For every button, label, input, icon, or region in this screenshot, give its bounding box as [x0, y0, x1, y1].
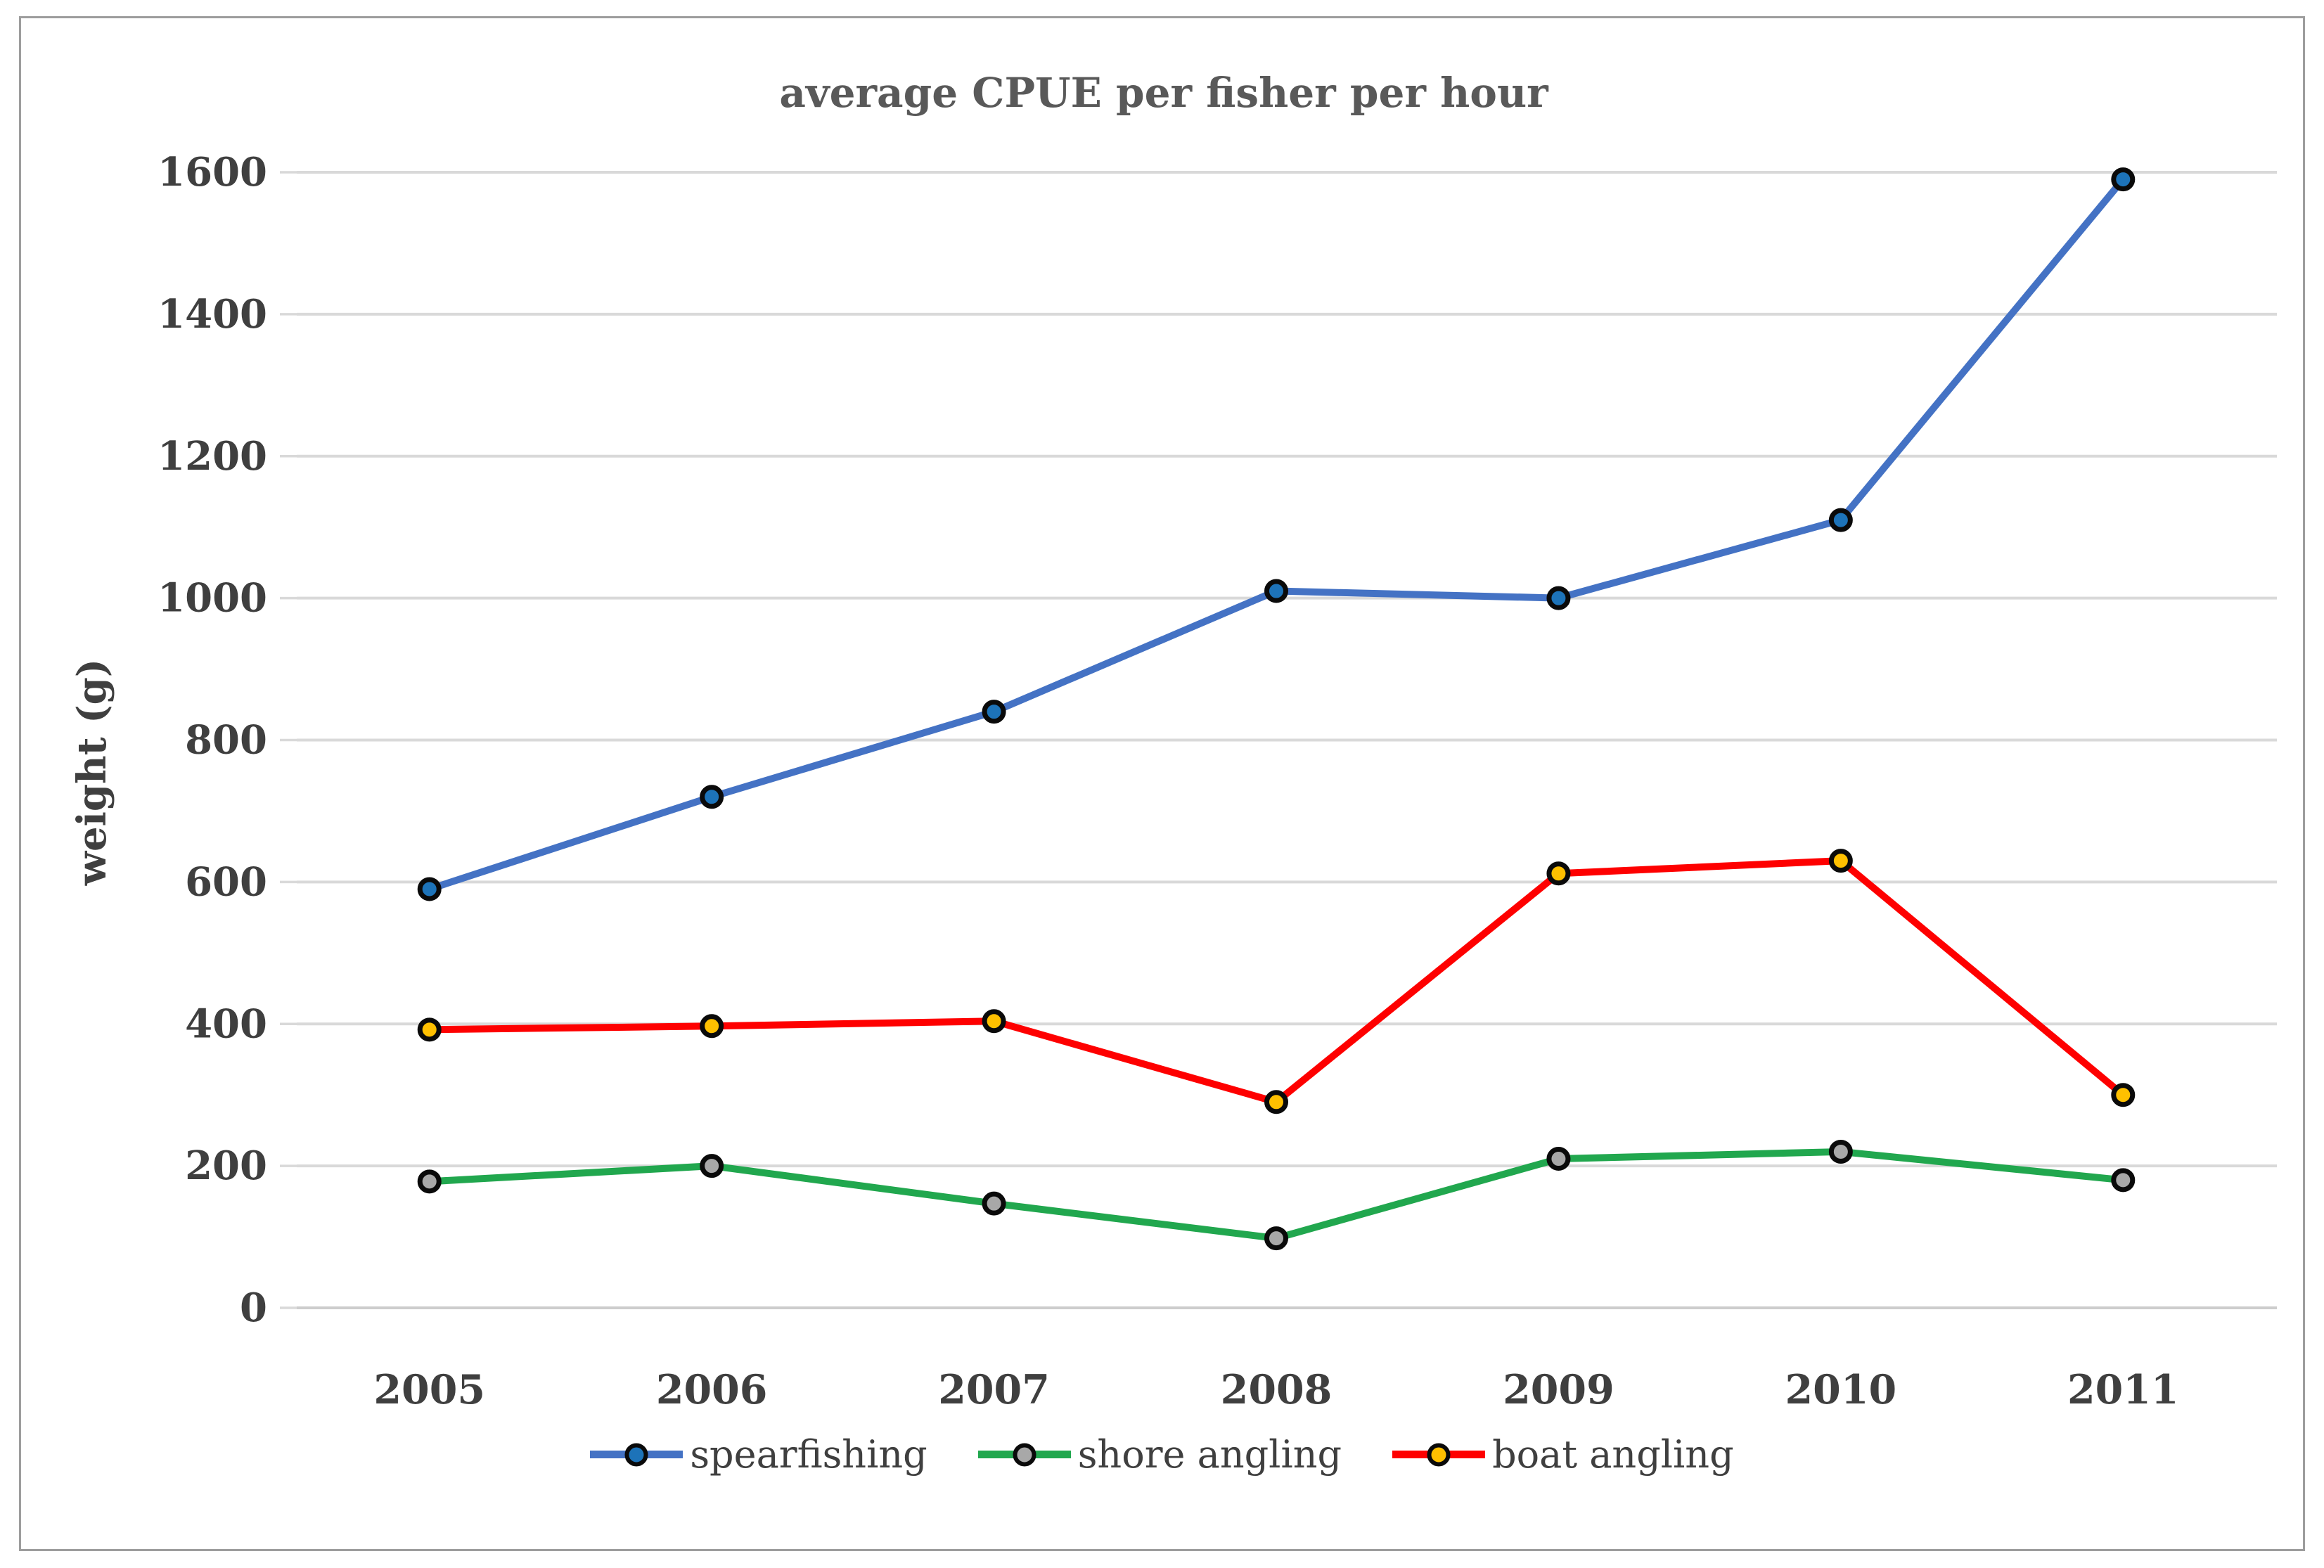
- data-point-boat-angling-2009: [1546, 861, 1571, 886]
- data-point-shore-angling-2007: [982, 1191, 1006, 1216]
- legend-marker-icon: [624, 1443, 648, 1467]
- legend-swatch-shore-angling: [977, 1441, 1071, 1469]
- data-point-spearfishing-2005: [417, 877, 442, 901]
- series-line-boat-angling: [425, 857, 2127, 1106]
- x-tick-label: 2008: [1221, 1366, 1333, 1413]
- chart-frame: [19, 16, 2305, 1551]
- legend-item-shore-angling: shore angling: [977, 1432, 1342, 1477]
- data-point-boat-angling-2005: [417, 1017, 442, 1042]
- data-point-boat-angling-2007: [982, 1009, 1006, 1034]
- y-tick-label: 1000: [158, 575, 267, 622]
- series-line-spearfishing: [425, 176, 2127, 893]
- x-tick-label: 2006: [656, 1366, 768, 1413]
- axis-labels: 0 200 400 600 800 1000 1200 1400 1600 2005 2006 200…: [158, 149, 2178, 1413]
- data-point-shore-angling-2006: [700, 1154, 724, 1178]
- legend-marker-icon: [1013, 1443, 1036, 1467]
- y-tick-label: 600: [185, 859, 267, 905]
- y-tick-label: 1200: [158, 433, 267, 480]
- x-tick-label: 2005: [373, 1366, 485, 1413]
- legend-label: boat angling: [1492, 1432, 1734, 1477]
- data-point-shore-angling-2008: [1264, 1226, 1288, 1251]
- legend-label: spearfishing: [690, 1432, 927, 1477]
- x-tick-label: 2009: [1503, 1366, 1614, 1413]
- data-point-spearfishing-2007: [982, 700, 1006, 724]
- y-tick-label: 400: [185, 1001, 267, 1047]
- y-axis-title: weight (g): [69, 659, 115, 887]
- legend-swatch-boat-angling: [1392, 1441, 1486, 1469]
- legend-label: shore angling: [1077, 1432, 1342, 1477]
- data-point-shore-angling-2009: [1546, 1147, 1571, 1171]
- data-point-shore-angling-2010: [1828, 1139, 1853, 1164]
- data-point-spearfishing-2009: [1546, 586, 1571, 610]
- x-tick-label: 2007: [938, 1366, 1050, 1413]
- data-point-spearfishing-2006: [700, 785, 724, 809]
- data-point-shore-angling-2011: [2111, 1168, 2136, 1193]
- gridlines: [280, 171, 2277, 1309]
- x-tick-label: 2011: [2067, 1366, 2179, 1413]
- legend-marker-icon: [1427, 1443, 1451, 1467]
- legend: spearfishing shore angling boat angling: [0, 1436, 2324, 1474]
- data-point-spearfishing-2008: [1264, 579, 1288, 603]
- data-point-boat-angling-2008: [1264, 1090, 1288, 1114]
- data-point-boat-angling-2011: [2111, 1083, 2136, 1107]
- y-tick-label: 1600: [158, 149, 267, 195]
- legend-item-spearfishing: spearfishing: [590, 1436, 927, 1474]
- legend-swatch-spearfishing: [590, 1441, 683, 1469]
- legend-item-boat-angling: boat angling: [1392, 1436, 1734, 1474]
- y-tick-label: 200: [185, 1143, 267, 1189]
- data-point-boat-angling-2006: [700, 1014, 724, 1039]
- y-tick-label: 0: [240, 1285, 267, 1331]
- data-point-spearfishing-2010: [1828, 508, 1853, 532]
- data-point-spearfishing-2011: [2111, 167, 2136, 192]
- data-point-shore-angling-2005: [417, 1169, 442, 1194]
- series-lines: [417, 167, 2136, 1251]
- x-tick-label: 2010: [1785, 1366, 1897, 1413]
- data-point-boat-angling-2010: [1828, 849, 1853, 873]
- chart-title: average CPUE per fisher per hour: [779, 69, 1549, 117]
- y-tick-label: 1400: [158, 291, 267, 338]
- y-tick-label: 800: [185, 717, 267, 764]
